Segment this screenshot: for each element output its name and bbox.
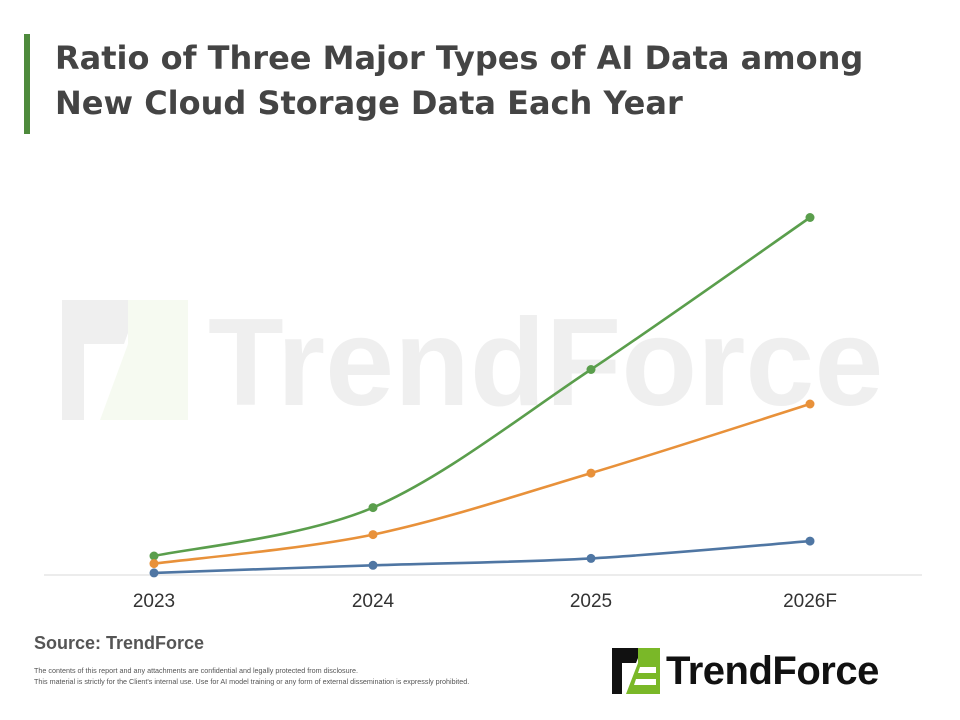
disclaimer-line-2: This material is strictly for the Client… [34,677,470,686]
logo-mark-stripes [634,667,656,685]
series-3-line [152,539,812,575]
disclaimer: The contents of this report and any atta… [34,665,614,687]
x-tick-label-2026F: 2026F [783,591,837,612]
series-3-point-2023 [149,568,159,578]
series-2 [149,399,815,569]
series-1-point-2024 [368,503,378,513]
series-2-point-2023 [149,559,159,569]
series-1-point-2023 [149,551,159,561]
series-3-point-2025 [586,553,596,563]
series-2-line [152,402,812,565]
line-chart: TrendForce 2023 2024 2025 2026F [44,213,922,612]
series-3 [149,536,815,578]
trendforce-watermark: TrendForce [62,294,883,432]
series-1 [149,213,815,561]
chart-title-line-2: New Cloud Storage Data Each Year [55,84,683,122]
x-tick-label-2025: 2025 [570,591,612,612]
trendforce-logo: TrendForce [612,646,932,698]
disclaimer-line-1: The contents of this report and any atta… [34,666,359,675]
x-tick-label-2024: 2024 [352,591,395,612]
trendforce-logo-icon [612,648,660,694]
watermark-text: TrendForce [208,294,883,432]
series-3-point-2026F [805,536,815,546]
series-2-point-2026F [805,399,815,409]
source-label: Source: TrendForce [34,633,205,653]
title-accent-bar [24,34,30,134]
watermark-mark-green [100,300,188,420]
series-layer [149,213,815,578]
watermark-mark-grey [62,300,140,420]
chart-title-line-1: Ratio of Three Major Types of AI Data am… [55,39,864,77]
series-2-point-2025 [586,468,596,478]
series-1-point-2025 [586,365,596,374]
logo-text: TrendForce [666,649,879,693]
logo-mark-black [612,648,642,694]
x-tick-label-2023: 2023 [133,591,175,612]
series-1-point-2026F [805,213,815,222]
series-3-point-2024 [368,560,378,570]
series-1-line [152,216,812,558]
chart-title: Ratio of Three Major Types of AI Data am… [55,36,915,126]
x-tick-labels: 2023 2024 2025 2026F [133,591,837,612]
series-2-point-2024 [368,530,378,540]
